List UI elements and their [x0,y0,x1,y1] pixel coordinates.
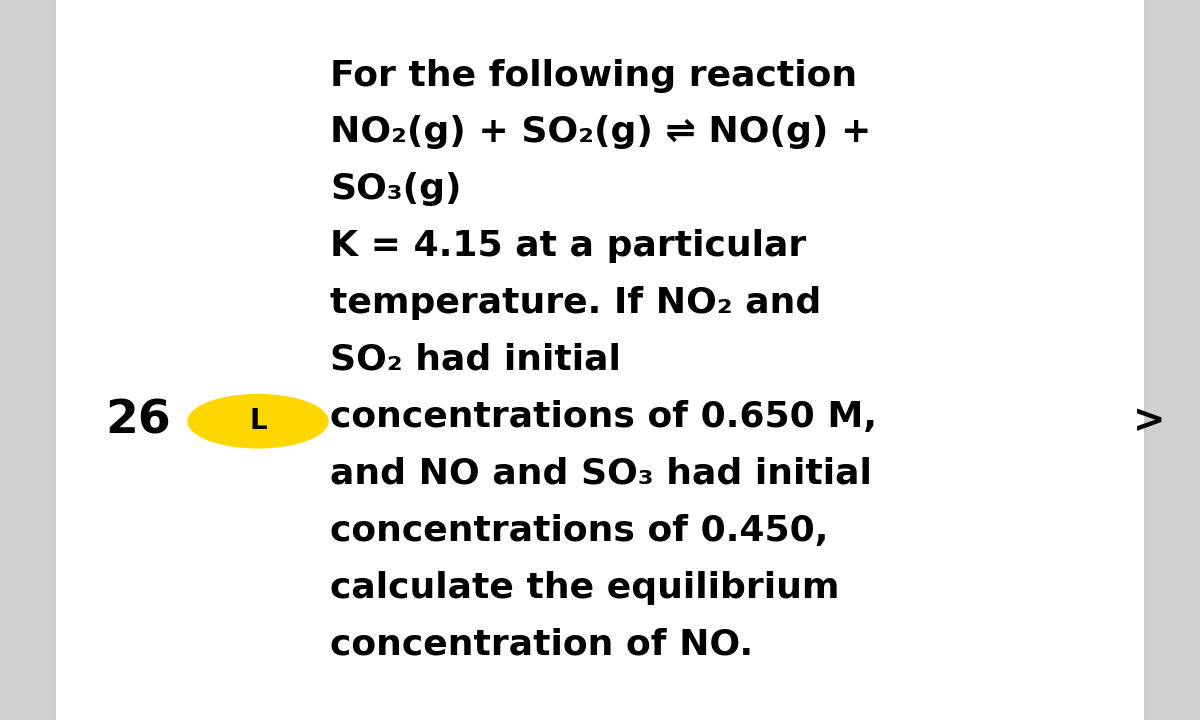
Text: For the following reaction: For the following reaction [330,58,857,93]
Text: SO₂ had initial: SO₂ had initial [330,343,620,377]
Text: SO₃(g): SO₃(g) [330,172,462,207]
Text: concentrations of 0.650 M,: concentrations of 0.650 M, [330,400,877,434]
Text: NO₂(g) + SO₂(g) ⇌ NO(g) +: NO₂(g) + SO₂(g) ⇌ NO(g) + [330,115,871,150]
Text: 26: 26 [106,399,170,444]
Text: >: > [1133,402,1166,440]
Text: concentration of NO.: concentration of NO. [330,627,754,662]
Text: L: L [250,408,266,435]
Text: concentrations of 0.450,: concentrations of 0.450, [330,513,828,548]
Text: calculate the equilibrium: calculate the equilibrium [330,570,840,605]
Text: and NO and SO₃ had initial: and NO and SO₃ had initial [330,456,872,491]
Text: K = 4.15 at a particular: K = 4.15 at a particular [330,229,806,264]
Text: temperature. If NO₂ and: temperature. If NO₂ and [330,286,821,320]
